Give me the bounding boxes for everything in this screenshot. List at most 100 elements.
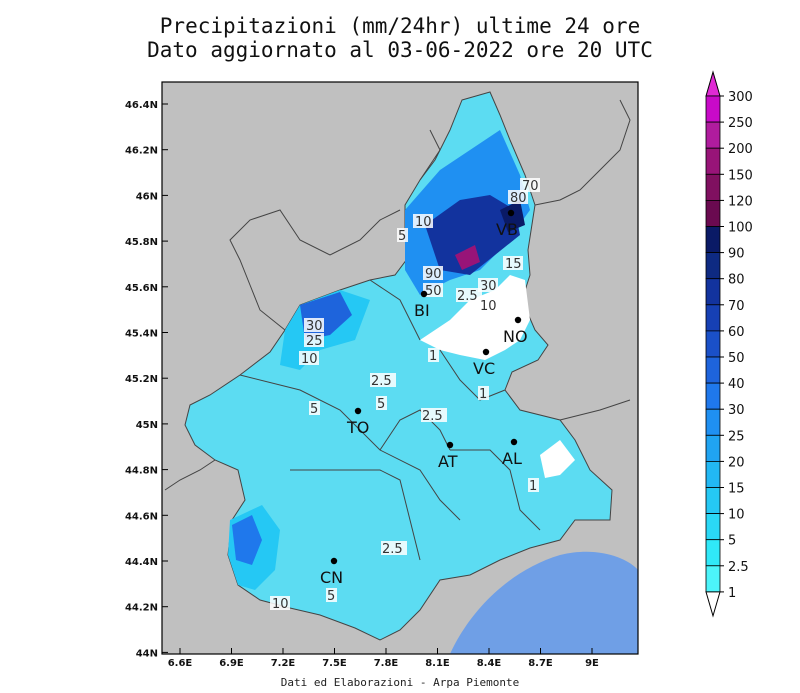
svg-text:2.5: 2.5 (382, 542, 403, 557)
svg-text:2.5: 2.5 (422, 409, 443, 424)
contour-label: 10 (270, 596, 290, 612)
contour-label: 2.5 (370, 373, 396, 389)
lat-tick-label: 44.2N (125, 603, 158, 614)
svg-text:10: 10 (480, 299, 497, 314)
lat-tick-label: 45.6N (125, 283, 158, 294)
lat-tick-label: 45.4N (125, 329, 158, 340)
legend-swatch (705, 408, 721, 436)
lon-tick-label: 7.2E (271, 658, 296, 669)
contour-label: 5 (309, 401, 320, 417)
svg-text:TO: TO (346, 418, 369, 437)
legend-swatch (705, 199, 721, 227)
legend-swatch (705, 487, 721, 515)
legend-swatch (705, 539, 721, 567)
province-boundaries (239, 279, 541, 561)
legend-swatch (705, 252, 721, 280)
contour-label: 70 (520, 178, 540, 194)
svg-text:1: 1 (429, 349, 437, 364)
lat-tick-label: 46.4N (125, 100, 158, 111)
svg-text:50: 50 (425, 284, 442, 299)
svg-text:1: 1 (529, 479, 537, 494)
legend-label: 2.5 (728, 560, 749, 575)
zone-200mm-core (455, 245, 480, 270)
svg-text:10: 10 (301, 352, 318, 367)
legend-label: 70 (728, 299, 745, 314)
legend-swatch (705, 330, 721, 358)
legend-swatch (705, 147, 721, 175)
legend-swatch (705, 460, 721, 488)
legend-label: 200 (728, 142, 753, 157)
neighbour-borders (164, 99, 631, 491)
legend-label: 250 (728, 116, 753, 131)
city-vb: VB (496, 209, 518, 239)
legend-label: 300 (728, 90, 753, 105)
legend-label: 20 (728, 455, 745, 470)
svg-text:NO: NO (503, 327, 528, 346)
legend-label: 150 (728, 168, 753, 183)
latitude-axis: 46.4N 46.2N 46N 45.8N 45.6N 45.4N 45.2N 45N 44.8… (125, 100, 168, 659)
lat-tick-label: 46.2N (125, 146, 158, 157)
svg-text:BI: BI (414, 301, 430, 320)
svg-text:70: 70 (522, 179, 539, 194)
lat-tick-label: 45.8N (125, 237, 158, 248)
contour-label: 10 (413, 214, 433, 230)
legend-swatch (705, 382, 721, 410)
contour-labels: 10 5 90 50 30 2.5 15 10 80 70 30 25 10 2… (270, 178, 540, 612)
legend-top-arrow (705, 70, 721, 97)
contour-label: 10 (299, 351, 319, 367)
contour-label: 30 (304, 318, 324, 334)
svg-text:25: 25 (306, 334, 323, 349)
legend-label: 120 (728, 194, 753, 209)
contour-label: 5 (326, 588, 337, 604)
svg-text:90: 90 (425, 267, 442, 282)
legend-swatch (705, 356, 721, 384)
svg-text:2.5: 2.5 (371, 374, 392, 389)
city-no: NO (503, 316, 528, 346)
legend-label: 100 (728, 221, 753, 236)
lon-tick-label: 6.9E (219, 658, 244, 669)
city-al: AL (502, 438, 522, 468)
map-subtitle: Dato aggiornato al 03-06-2022 ore 20 UTC (147, 38, 653, 62)
legend-colorbar: 3002502001501201009080706050403025201510… (705, 70, 753, 618)
zone-80mm-northeast (425, 195, 520, 275)
lat-tick-label: 44.4N (125, 557, 158, 568)
legend-swatch (705, 304, 721, 332)
contour-label: 30 (478, 278, 498, 294)
lat-tick-label: 45N (136, 420, 158, 431)
svg-text:5: 5 (310, 402, 318, 417)
city-cn: CN (320, 557, 343, 587)
legend-bottom-arrow (705, 591, 721, 618)
legend-label: 15 (728, 482, 745, 497)
lon-tick-label: 7.5E (322, 658, 347, 669)
lon-tick-label: 8.4E (477, 658, 502, 669)
contour-label: 50 (423, 283, 443, 299)
data-credit: Dati ed Elaborazioni - Arpa Piemonte (280, 676, 520, 689)
legend-swatch (705, 226, 721, 254)
lon-tick-label: 7.8E (374, 658, 399, 669)
svg-text:5: 5 (398, 229, 406, 244)
contour-label: 1 (428, 348, 439, 364)
lon-tick-label: 6.6E (168, 658, 193, 669)
contour-label: 25 (304, 333, 324, 349)
map-frame (161, 81, 639, 655)
legend-swatch (705, 513, 721, 541)
svg-text:AT: AT (438, 452, 458, 471)
legend-swatch (705, 95, 721, 123)
lat-tick-label: 44.8N (125, 466, 158, 477)
city-vc: VC (473, 348, 495, 378)
contour-label: 15 (503, 256, 523, 272)
zone-40mm-southwest (232, 515, 262, 565)
legend-swatch (705, 121, 721, 149)
contour-label: 2.5 (456, 288, 482, 304)
lat-tick-label: 45.2N (125, 374, 158, 385)
city-at: AT (438, 441, 458, 471)
contour-label: 2.5 (381, 541, 407, 557)
city-markers: TO AT AL CN BI VC NO VB (320, 209, 528, 587)
legend-swatch (705, 278, 721, 306)
legend-label: 80 (728, 273, 745, 288)
svg-text:80: 80 (510, 191, 527, 206)
svg-text:CN: CN (320, 568, 343, 587)
city-bi: BI (414, 290, 430, 320)
legend-label: 1 (728, 586, 736, 601)
